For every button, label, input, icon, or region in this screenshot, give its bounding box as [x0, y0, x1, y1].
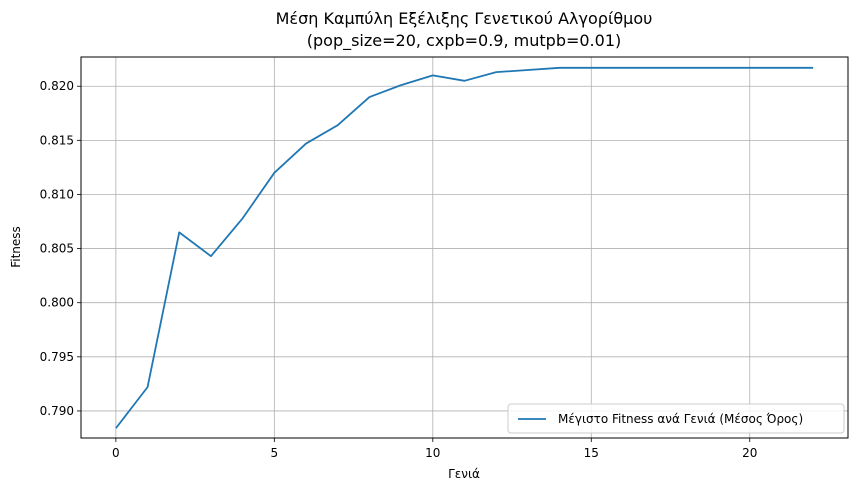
- x-tick-label: 5: [271, 446, 279, 460]
- y-tick-label: 0.795: [40, 350, 74, 364]
- y-axis-ticks: 0.790 0.795 0.800 0.805 0.810 0.815 0.820: [40, 79, 81, 418]
- x-axis-ticks: 0 5 10 15 20: [112, 438, 757, 460]
- grid: [81, 57, 848, 438]
- chart-subtitle: (pop_size=20, cxpb=0.9, mutpb=0.01): [307, 31, 622, 51]
- x-tick-label: 20: [742, 446, 757, 460]
- y-tick-label: 0.820: [40, 79, 74, 93]
- x-tick-label: 0: [112, 446, 120, 460]
- x-tick-label: 15: [584, 446, 599, 460]
- series-layer: [115, 66, 814, 429]
- y-tick-label: 0.800: [40, 296, 74, 310]
- legend: Μέγιστο Fitness ανά Γενιά (Μέσος Όρος): [507, 403, 845, 434]
- y-tick-label: 0.790: [40, 404, 74, 418]
- chart-title: Μέση Καμπύλη Εξέλιξης Γενετικού Αλγορίθμ…: [276, 9, 653, 28]
- y-axis-label: Fitness: [9, 226, 23, 268]
- y-tick-label: 0.815: [40, 133, 74, 147]
- legend-label: Μέγιστο Fitness ανά Γενιά (Μέσος Όρος): [558, 412, 803, 426]
- series-line: [115, 66, 814, 429]
- legend-box: [507, 403, 845, 434]
- y-tick-label: 0.805: [40, 242, 74, 256]
- x-axis-label: Γενιά: [448, 467, 480, 481]
- x-tick-label: 10: [425, 446, 440, 460]
- plot-frame: [80, 56, 849, 439]
- y-tick-label: 0.810: [40, 187, 74, 201]
